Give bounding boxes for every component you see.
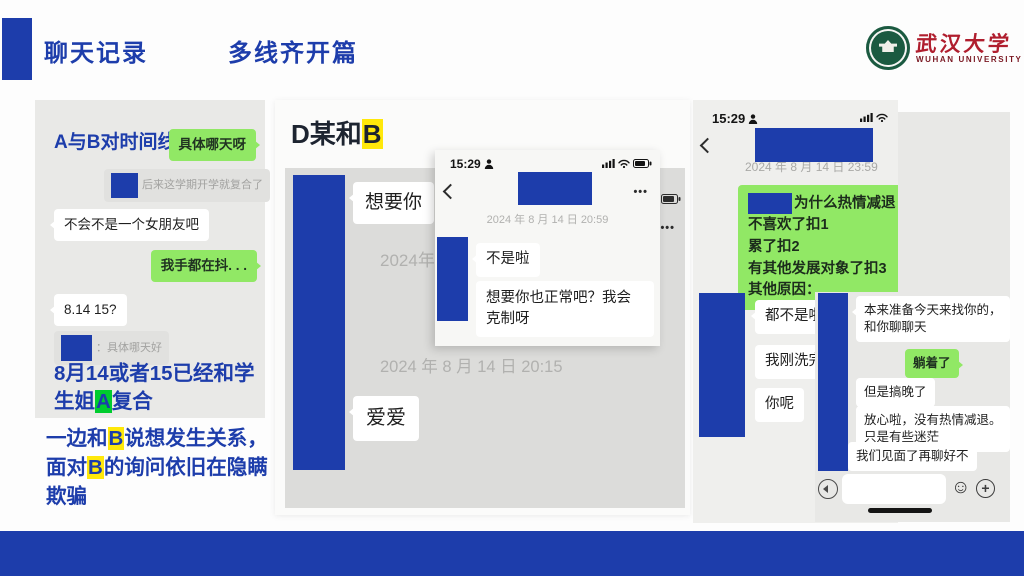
redaction-avatar-column	[293, 175, 345, 470]
panel-d-and-b: D某和B ••• 想要你 2024年 2024 年 8 月 14 日 20:15…	[275, 100, 690, 515]
date-label: 2024 年 8 月 14 日 20:59	[486, 214, 609, 226]
redaction-box	[111, 173, 138, 198]
footer-bar	[0, 531, 1024, 576]
page-title: 聊天记录	[44, 40, 148, 67]
redaction-contact-name	[518, 172, 592, 205]
home-indicator	[868, 508, 932, 513]
university-emblem-icon	[866, 26, 910, 70]
title-highlight-b: B	[361, 119, 383, 149]
chat-screenshot-inner: 15:29 ••• 2024 年 8 月 14 日 20:59 不是啦 想要你也…	[435, 150, 660, 346]
caption-reunion: 8月14或者15已经和学生姐A复合	[54, 360, 260, 417]
caption-text: 说想发生关系，	[124, 427, 268, 450]
message-input[interactable]	[842, 474, 946, 504]
more-icon[interactable]: •••	[633, 186, 648, 198]
panel-d-and-b-title: D某和B	[291, 114, 383, 151]
caption-text: 复合	[111, 390, 153, 414]
wifi-icon	[876, 113, 888, 122]
wifi-icon	[618, 159, 630, 168]
chat-bubble-visit: 本来准备今天来找你的， 和你聊聊天	[852, 296, 1010, 342]
poll-line: 为什么热情减退	[748, 193, 910, 215]
poll-line: 累了扣2	[748, 238, 800, 255]
chat-bubble-reassure: 放心啦，没有热情减退。 只是有些迷茫	[856, 406, 1010, 452]
time-text: 15:29	[450, 157, 481, 171]
chat-bubble-late: 但是搞晚了	[856, 378, 935, 407]
caption-text: 面对	[46, 456, 87, 480]
quoted-text: ：具体哪天好	[96, 341, 162, 354]
caption-text: 8月14或者15已经和学生姐	[54, 362, 255, 414]
battery-icon	[633, 159, 652, 168]
statusbar-icons	[860, 113, 888, 122]
chat-bubble-meet: 我们见面了再聊好不	[848, 442, 977, 471]
panel-timeline-title: A与B对时间线	[54, 132, 177, 153]
redaction-contact-name	[755, 128, 873, 162]
caption-deception: 一边和B说想发生关系， 面对B的询问依旧在隐瞒欺骗	[46, 424, 272, 511]
statusbar-time: 15:29	[712, 111, 758, 126]
date-label: 2024 年 8 月 14 日 20:15	[380, 358, 563, 376]
redaction-avatar-column	[699, 293, 745, 437]
quoted-text: 后来这学期开学就复合了	[142, 179, 263, 192]
chat-bubble-love: 爱爱	[349, 396, 419, 441]
person-icon	[484, 159, 493, 169]
time-text: 15:29	[712, 111, 746, 126]
date-partial: 2024年	[380, 251, 435, 270]
back-icon[interactable]	[442, 183, 459, 200]
chat-bubble-quoted-which-day: ：具体哪天好	[54, 331, 169, 365]
university-name-en: WUHAN UNIVERSITY	[916, 55, 1023, 64]
redaction-box	[748, 193, 792, 214]
caption-text: 一边和	[46, 427, 108, 450]
panel-timeline-chat: A与B对时间线 具体哪天呀 后来这学期开学就复合了 不会不是一个女朋友吧 我手都…	[35, 100, 270, 418]
chat-bubble-reply: 你呢	[755, 388, 804, 422]
poll-line: 有其他发展对象了扣3	[748, 260, 887, 277]
poll-line: 其他原因：	[748, 282, 821, 299]
statusbar-icons	[602, 159, 652, 168]
caption-highlight-b: B	[87, 456, 104, 480]
battery-icon	[661, 194, 681, 204]
back-icon[interactable]	[699, 137, 716, 154]
signal-icon	[860, 113, 873, 122]
redaction-avatar-column	[818, 293, 848, 471]
title-text: D某和	[291, 119, 362, 149]
poll-text: 为什么热情减退	[794, 195, 896, 212]
page-subtitle: 多线齐开篇	[228, 40, 358, 67]
more-icon[interactable]: •••	[660, 222, 675, 234]
plus-icon[interactable]: +	[976, 479, 995, 498]
chat-bubble-ask-day: 具体哪天呀	[168, 129, 260, 162]
chat-bubble-want-you: 想要你	[348, 182, 435, 224]
caption-highlight-b: B	[107, 427, 125, 450]
caption-text: 的询问依旧在隐瞒欺骗	[46, 456, 268, 509]
statusbar-time: 15:29	[450, 157, 494, 171]
chat-bubble-quoted-reunion: 后来这学期开学就复合了	[104, 169, 270, 202]
accent-square	[2, 18, 32, 80]
person-icon	[749, 113, 758, 124]
signal-icon	[602, 159, 615, 168]
panel-chat2-top	[898, 112, 1010, 294]
redaction-box	[61, 335, 92, 361]
chat-bubble-normal: 想要你也正常吧？我会克制呀	[476, 281, 654, 338]
chat-bubble-not: 不是啦	[472, 243, 540, 277]
poll-line: 不喜欢了扣1	[748, 217, 829, 234]
date-label: 2024 年 8 月 14 日 23:59	[745, 160, 878, 174]
chat-bubble-poll: 为什么热情减退 不喜欢了扣1 累了扣2 有其他发展对象了扣3 其他原因：	[738, 185, 924, 311]
chat-bubble-girlfriend: 不会不是一个女朋友吧	[50, 209, 209, 242]
university-name-cn: 武汉大学	[914, 33, 1014, 56]
emoji-icon[interactable]: ☺	[951, 477, 971, 498]
voice-input-icon[interactable]	[818, 479, 838, 499]
chat-bubble-lying: 躺着了	[905, 349, 962, 378]
chat-bubble-shaking: 我手都在抖. . .	[150, 250, 262, 283]
chat-bubble-dates: 8.14 15?	[50, 294, 127, 327]
redaction-avatar-column	[437, 237, 468, 321]
caption-highlight-a: A	[95, 390, 112, 414]
